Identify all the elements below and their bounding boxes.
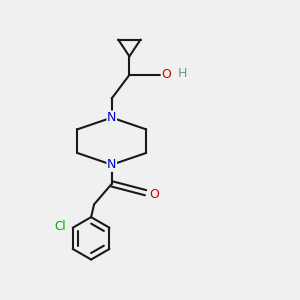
Text: N: N bbox=[107, 158, 116, 171]
Text: Cl: Cl bbox=[55, 220, 66, 233]
Text: N: N bbox=[107, 111, 116, 124]
Text: O: O bbox=[149, 188, 159, 201]
Text: O: O bbox=[161, 68, 171, 81]
Text: H: H bbox=[178, 67, 187, 80]
